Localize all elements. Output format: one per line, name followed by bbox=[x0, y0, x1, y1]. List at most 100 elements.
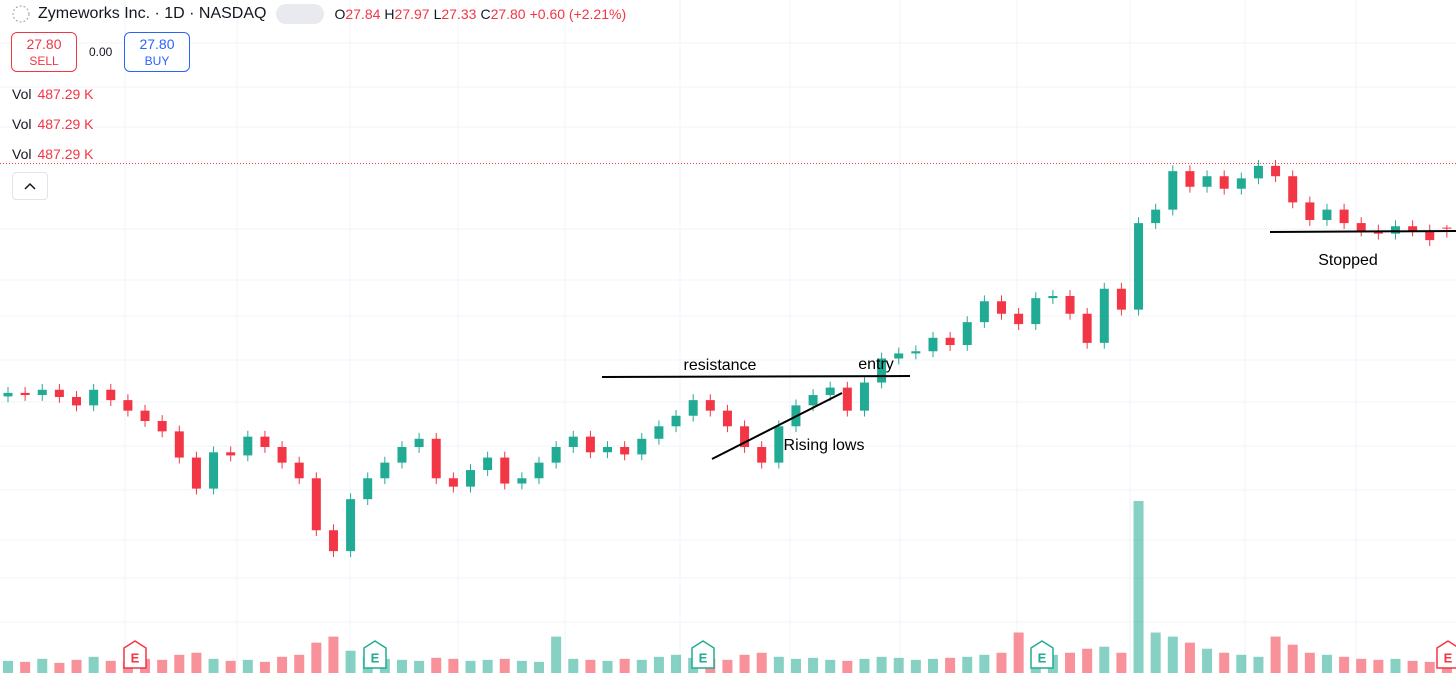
candle-body bbox=[757, 447, 767, 463]
candle-body bbox=[346, 499, 356, 552]
volume-bar bbox=[345, 650, 356, 673]
ohlc-value: 27.97 bbox=[394, 6, 430, 22]
candle-body bbox=[825, 387, 835, 396]
volume-bar bbox=[1202, 648, 1213, 673]
volume-bar bbox=[277, 656, 288, 673]
candle-body bbox=[174, 431, 184, 458]
spread: 0.00 bbox=[89, 45, 113, 59]
volume-bar bbox=[71, 659, 82, 673]
candle-body bbox=[1134, 223, 1144, 310]
candle-body bbox=[448, 478, 458, 487]
volume-bar bbox=[448, 658, 459, 673]
volume-bar bbox=[242, 659, 253, 673]
volume-bar bbox=[1424, 661, 1435, 673]
volume-bar bbox=[225, 660, 236, 673]
volume-bar bbox=[910, 659, 921, 673]
candle-body bbox=[1031, 298, 1041, 325]
volume-value: 487.29 K bbox=[37, 86, 94, 102]
candle-body bbox=[1099, 288, 1109, 343]
candle-body bbox=[431, 438, 441, 479]
candle-body bbox=[603, 447, 613, 453]
volume-bar bbox=[551, 636, 562, 673]
volume-bar bbox=[671, 654, 682, 673]
candle-body bbox=[37, 389, 47, 396]
candle-body bbox=[89, 389, 99, 406]
volume-value: 487.29 K bbox=[37, 116, 94, 132]
candle-body bbox=[1116, 288, 1126, 310]
candle-body bbox=[1151, 209, 1161, 224]
candle-body bbox=[243, 436, 253, 456]
buy-button[interactable]: 27.80 BUY bbox=[124, 32, 190, 72]
indicator-pill[interactable] bbox=[276, 4, 325, 24]
sell-price: 27.80 bbox=[26, 36, 62, 52]
ohlc-label: H bbox=[384, 6, 395, 22]
annotation-line bbox=[711, 392, 843, 460]
ohlc-low: L27.33 bbox=[434, 6, 477, 22]
ohlc-close: C27.80 bbox=[480, 6, 525, 22]
volume-bar bbox=[20, 661, 31, 673]
ohlc-label: O bbox=[334, 6, 346, 22]
volume-bar bbox=[396, 659, 407, 673]
candle-body bbox=[157, 421, 167, 432]
earnings-marker bbox=[691, 640, 715, 669]
volume-bar bbox=[636, 659, 647, 673]
volume-readout: Vol 487.29 K bbox=[12, 86, 94, 102]
volume-bar bbox=[1339, 656, 1350, 673]
volume-bar bbox=[585, 659, 596, 673]
candle-body bbox=[551, 447, 561, 463]
candle-body bbox=[654, 426, 664, 439]
candle-body bbox=[72, 396, 82, 406]
volume-bar bbox=[756, 652, 767, 673]
candle-body bbox=[620, 447, 630, 455]
candle-body bbox=[1219, 176, 1229, 189]
volume-bar bbox=[1219, 652, 1230, 673]
candle-body bbox=[54, 389, 64, 397]
candle-body bbox=[1425, 230, 1435, 241]
volume-label: Vol bbox=[12, 146, 32, 162]
candle-body bbox=[363, 478, 373, 500]
earnings-marker bbox=[1030, 640, 1054, 669]
ohlc-value: 27.84 bbox=[345, 6, 381, 22]
candle-body bbox=[260, 436, 270, 448]
candle-body bbox=[465, 470, 475, 487]
volume-value: 487.29 K bbox=[37, 146, 94, 162]
candle-body bbox=[928, 337, 938, 352]
volume-bar bbox=[1082, 648, 1093, 673]
symbol-name[interactable]: Zymeworks Inc. · 1D · NASDAQ bbox=[38, 5, 267, 22]
volume-bar bbox=[1287, 644, 1298, 673]
annotation-line bbox=[601, 375, 911, 378]
earnings-marker bbox=[1436, 640, 1456, 669]
volume-bar bbox=[105, 660, 116, 673]
volume-bar bbox=[790, 658, 801, 673]
volume-bar bbox=[1321, 654, 1332, 673]
earnings-marker bbox=[363, 640, 387, 669]
ohlc-value: 27.80 bbox=[490, 6, 526, 22]
candle-body bbox=[945, 337, 955, 346]
earnings-label: E bbox=[699, 650, 708, 665]
candle-body bbox=[380, 462, 390, 479]
volume-readout: Vol 487.29 K bbox=[12, 116, 94, 132]
volume-bar bbox=[516, 660, 527, 673]
collapse-button[interactable] bbox=[12, 172, 48, 200]
volume-bar bbox=[979, 654, 990, 673]
candle-body bbox=[20, 392, 30, 396]
volume-bar bbox=[1373, 659, 1384, 673]
candle-body bbox=[1339, 209, 1349, 224]
candle-body bbox=[877, 358, 887, 383]
candle-body bbox=[1408, 226, 1418, 231]
volume-bar bbox=[962, 656, 973, 673]
candle-body bbox=[859, 382, 869, 411]
sell-button[interactable]: 27.80 SELL bbox=[11, 32, 77, 72]
volume-bar bbox=[996, 652, 1007, 673]
candle-body bbox=[997, 301, 1007, 314]
volume-bar bbox=[88, 656, 99, 673]
volume-bar bbox=[499, 658, 510, 673]
candle-body bbox=[1048, 295, 1058, 299]
candle-body bbox=[294, 462, 304, 479]
ohlc-label: L bbox=[433, 6, 442, 22]
candle-body bbox=[140, 410, 150, 422]
candle-body bbox=[1271, 165, 1281, 177]
candle-body bbox=[722, 410, 732, 427]
volume-bar bbox=[619, 658, 630, 673]
